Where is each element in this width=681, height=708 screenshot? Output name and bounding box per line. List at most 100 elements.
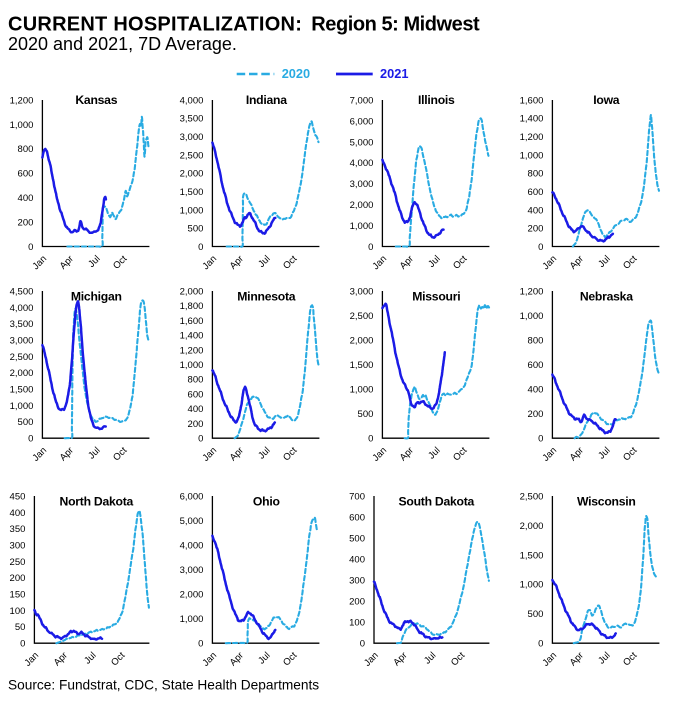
svg-text:1,200: 1,200	[10, 95, 34, 106]
svg-text:0: 0	[20, 639, 25, 650]
svg-text:1,000: 1,000	[10, 401, 34, 412]
svg-text:300: 300	[10, 541, 26, 552]
svg-text:4,000: 4,000	[10, 303, 34, 314]
svg-text:Illinois: Illinois	[418, 93, 455, 107]
svg-text:100: 100	[10, 606, 26, 617]
svg-text:5,000: 5,000	[180, 516, 204, 527]
svg-text:3,000: 3,000	[180, 565, 204, 576]
svg-text:200: 200	[528, 224, 544, 235]
svg-text:0: 0	[538, 434, 543, 445]
svg-text:500: 500	[358, 409, 374, 420]
svg-text:600: 600	[188, 389, 204, 400]
svg-text:600: 600	[528, 187, 544, 198]
svg-text:2,000: 2,000	[350, 200, 374, 211]
svg-text:1,200: 1,200	[520, 286, 544, 297]
svg-text:500: 500	[528, 609, 544, 620]
svg-text:1,200: 1,200	[180, 345, 204, 356]
svg-text:150: 150	[10, 590, 26, 601]
svg-text:2021: 2021	[380, 66, 408, 81]
svg-text:400: 400	[10, 508, 26, 519]
svg-text:Kansas: Kansas	[75, 93, 117, 107]
svg-text:800: 800	[18, 144, 34, 155]
svg-text:Minnesota: Minnesota	[237, 290, 295, 304]
svg-text:400: 400	[528, 205, 544, 216]
svg-text:4,000: 4,000	[180, 541, 204, 552]
svg-text:800: 800	[528, 169, 544, 180]
svg-text:CURRENT HOSPITALIZATION:Region: CURRENT HOSPITALIZATION: Region 5: Midwes…	[8, 14, 480, 36]
svg-text:2,500: 2,500	[180, 150, 204, 161]
svg-text:South Dakota: South Dakota	[399, 495, 475, 509]
svg-text:2,000: 2,000	[350, 336, 374, 347]
svg-text:800: 800	[528, 336, 544, 347]
svg-text:Iowa: Iowa	[593, 93, 620, 107]
svg-text:Source: Fundstrat, CDC, State: Source: Fundstrat, CDC, State Health Dep…	[8, 678, 319, 693]
svg-text:4,500: 4,500	[10, 286, 34, 297]
svg-text:1,000: 1,000	[520, 580, 544, 591]
svg-text:0: 0	[368, 434, 373, 445]
svg-text:500: 500	[349, 534, 365, 545]
svg-text:0: 0	[28, 434, 33, 445]
svg-text:1,400: 1,400	[180, 331, 204, 342]
svg-text:400: 400	[188, 404, 204, 415]
svg-text:3,000: 3,000	[180, 132, 204, 143]
svg-text:2,000: 2,000	[520, 521, 544, 532]
svg-text:3,000: 3,000	[350, 179, 374, 190]
svg-text:500: 500	[18, 417, 34, 428]
svg-text:1,000: 1,000	[520, 311, 544, 322]
svg-text:3,500: 3,500	[180, 114, 204, 125]
svg-text:400: 400	[349, 555, 365, 566]
svg-text:2,500: 2,500	[520, 491, 544, 502]
svg-text:1,000: 1,000	[180, 360, 204, 371]
svg-text:200: 200	[10, 573, 26, 584]
svg-text:1,500: 1,500	[180, 187, 204, 198]
svg-text:3,000: 3,000	[10, 336, 34, 347]
svg-text:200: 200	[349, 597, 365, 608]
svg-text:450: 450	[10, 491, 26, 502]
svg-text:North Dakota: North Dakota	[60, 495, 134, 509]
svg-text:0: 0	[538, 242, 543, 253]
svg-text:3,000: 3,000	[350, 286, 374, 297]
svg-text:100: 100	[349, 618, 365, 629]
svg-text:0: 0	[198, 242, 203, 253]
svg-text:2020: 2020	[282, 66, 310, 81]
svg-text:2,500: 2,500	[350, 311, 374, 322]
svg-text:0: 0	[28, 242, 33, 253]
svg-text:1,000: 1,000	[350, 385, 374, 396]
svg-text:6,000: 6,000	[350, 116, 374, 127]
svg-text:Indiana: Indiana	[246, 93, 287, 107]
svg-text:0: 0	[198, 434, 203, 445]
svg-text:Nebraska: Nebraska	[580, 290, 633, 304]
svg-text:1,500: 1,500	[10, 385, 34, 396]
svg-text:6,000: 6,000	[180, 491, 204, 502]
svg-text:1,000: 1,000	[10, 120, 34, 131]
svg-text:200: 200	[528, 409, 544, 420]
svg-text:250: 250	[10, 557, 26, 568]
svg-text:1,600: 1,600	[180, 316, 204, 327]
svg-text:1,800: 1,800	[180, 301, 204, 312]
svg-text:2,000: 2,000	[180, 169, 204, 180]
svg-text:50: 50	[15, 622, 26, 633]
svg-text:800: 800	[188, 375, 204, 386]
svg-text:600: 600	[349, 512, 365, 523]
svg-text:1,000: 1,000	[180, 205, 204, 216]
svg-text:1,000: 1,000	[520, 150, 544, 161]
svg-text:600: 600	[528, 360, 544, 371]
svg-text:400: 400	[528, 385, 544, 396]
svg-text:300: 300	[349, 576, 365, 587]
svg-text:4,000: 4,000	[180, 95, 204, 106]
svg-text:0: 0	[368, 242, 373, 253]
svg-text:200: 200	[188, 419, 204, 430]
svg-text:200: 200	[18, 218, 34, 229]
svg-text:1,500: 1,500	[520, 550, 544, 561]
svg-text:1,000: 1,000	[350, 221, 374, 232]
svg-text:600: 600	[18, 169, 34, 180]
svg-text:1,600: 1,600	[520, 95, 544, 106]
svg-text:1,000: 1,000	[180, 614, 204, 625]
svg-text:2,500: 2,500	[10, 352, 34, 363]
svg-text:2,000: 2,000	[180, 286, 204, 297]
svg-text:1,200: 1,200	[520, 132, 544, 143]
svg-text:700: 700	[349, 491, 365, 502]
svg-text:0: 0	[538, 639, 543, 650]
svg-text:Wisconsin: Wisconsin	[577, 495, 636, 509]
svg-text:Michigan: Michigan	[71, 290, 122, 304]
